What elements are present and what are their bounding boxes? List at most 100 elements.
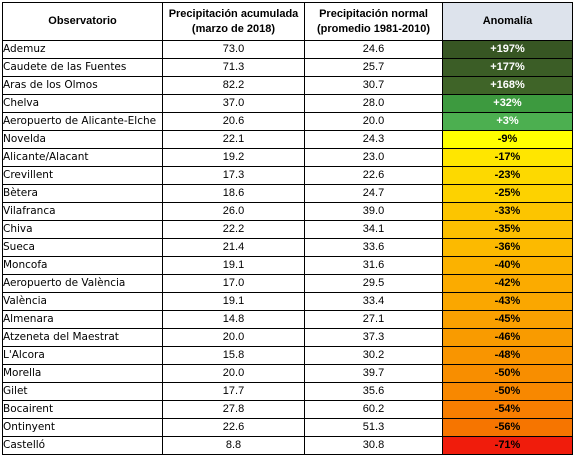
normal-cell: 33.4 (304, 292, 443, 311)
anomaly-cell: +3% (442, 112, 573, 131)
table-row: Vilafranca 26.0 39.0 -33% (2, 202, 573, 221)
accumulated-cell: 73.0 (162, 40, 305, 59)
normal-cell: 35.6 (304, 382, 443, 401)
table-row: Castelló 8.8 30.8 -71% (2, 436, 573, 455)
station-cell: Chiva (2, 220, 163, 239)
accumulated-cell: 22.6 (162, 418, 305, 437)
table-row: Chiva 22.2 34.1 -35% (2, 220, 573, 239)
anomaly-cell: -35% (442, 220, 573, 239)
accumulated-cell: 18.6 (162, 184, 305, 203)
accumulated-cell: 37.0 (162, 94, 305, 113)
accumulated-cell: 17.7 (162, 382, 305, 401)
station-cell: Morella (2, 364, 163, 383)
header-row: Observatorio Precipitación acumulada (ma… (2, 2, 573, 41)
anomaly-cell: -48% (442, 346, 573, 365)
table-row: Moncofa 19.1 31.6 -40% (2, 256, 573, 275)
normal-cell: 31.6 (304, 256, 443, 275)
anomaly-cell: -43% (442, 292, 573, 311)
anomaly-cell: -46% (442, 328, 573, 347)
anomaly-cell: -42% (442, 274, 573, 293)
station-cell: Moncofa (2, 256, 163, 275)
accumulated-cell: 82.2 (162, 76, 305, 95)
normal-cell: 23.0 (304, 148, 443, 167)
normal-cell: 37.3 (304, 328, 443, 347)
accumulated-cell: 19.1 (162, 256, 305, 275)
normal-cell: 33.6 (304, 238, 443, 257)
accumulated-cell: 8.8 (162, 436, 305, 455)
station-cell: Aeropuerto de València (2, 274, 163, 293)
header-accumulated-line2: (marzo de 2018) (191, 22, 276, 35)
table-row: Atzeneta del Maestrat 20.0 37.3 -46% (2, 328, 573, 347)
anomaly-cell: +32% (442, 94, 573, 113)
accumulated-cell: 17.0 (162, 274, 305, 293)
anomaly-cell: +168% (442, 76, 573, 95)
table-row: L'Alcora 15.8 30.2 -48% (2, 346, 573, 365)
station-cell: Novelda (2, 130, 163, 149)
station-cell: Aras de los Olmos (2, 76, 163, 95)
accumulated-cell: 27.8 (162, 400, 305, 419)
accumulated-cell: 71.3 (162, 58, 305, 77)
normal-cell: 29.5 (304, 274, 443, 293)
anomaly-cell: -50% (442, 382, 573, 401)
table-row: Gilet 17.7 35.6 -50% (2, 382, 573, 401)
accumulated-cell: 15.8 (162, 346, 305, 365)
accumulated-cell: 20.6 (162, 112, 305, 131)
table-row: Aeropuerto de València 17.0 29.5 -42% (2, 274, 573, 293)
normal-cell: 24.6 (304, 40, 443, 59)
table-row: Aras de los Olmos 82.2 30.7 +168% (2, 76, 573, 95)
normal-cell: 22.6 (304, 166, 443, 185)
accumulated-cell: 22.1 (162, 130, 305, 149)
anomaly-cell: -25% (442, 184, 573, 203)
station-cell: Ontinyent (2, 418, 163, 437)
anomaly-cell: -56% (442, 418, 573, 437)
table-row: Bocairent 27.8 60.2 -54% (2, 400, 573, 419)
station-cell: Vilafranca (2, 202, 163, 221)
accumulated-cell: 19.2 (162, 148, 305, 167)
table-row: Crevillent 17.3 22.6 -23% (2, 166, 573, 185)
anomaly-cell: +177% (442, 58, 573, 77)
anomaly-cell: -54% (442, 400, 573, 419)
accumulated-cell: 21.4 (162, 238, 305, 257)
accumulated-cell: 20.0 (162, 364, 305, 383)
anomaly-cell: -23% (442, 166, 573, 185)
header-station: Observatorio (2, 2, 163, 41)
table-row: Chelva 37.0 28.0 +32% (2, 94, 573, 113)
normal-cell: 24.7 (304, 184, 443, 203)
table-row: Aeropuerto de Alicante-Elche 20.6 20.0 +3% (2, 112, 573, 131)
normal-cell: 30.2 (304, 346, 443, 365)
accumulated-cell: 14.8 (162, 310, 305, 329)
station-cell: Bocairent (2, 400, 163, 419)
anomaly-cell: -50% (442, 364, 573, 383)
normal-cell: 24.3 (304, 130, 443, 149)
normal-cell: 25.7 (304, 58, 443, 77)
station-cell: Caudete de las Fuentes (2, 58, 163, 77)
accumulated-cell: 20.0 (162, 328, 305, 347)
normal-cell: 60.2 (304, 400, 443, 419)
station-cell: Ademuz (2, 40, 163, 59)
accumulated-cell: 22.2 (162, 220, 305, 239)
station-cell: Almenara (2, 310, 163, 329)
anomaly-cell: -40% (442, 256, 573, 275)
normal-cell: 30.8 (304, 436, 443, 455)
accumulated-cell: 19.1 (162, 292, 305, 311)
accumulated-cell: 26.0 (162, 202, 305, 221)
table-row: Alicante/Alacant 19.2 23.0 -17% (2, 148, 573, 167)
header-accumulated: Precipitación acumulada (marzo de 2018) (162, 2, 305, 41)
table-row: Novelda 22.1 24.3 -9% (2, 130, 573, 149)
header-accumulated-line1: Precipitación acumulada (168, 7, 299, 20)
header-normal-line2: (promedio 1981-2010) (316, 22, 431, 35)
station-cell: Atzeneta del Maestrat (2, 328, 163, 347)
normal-cell: 51.3 (304, 418, 443, 437)
station-cell: L'Alcora (2, 346, 163, 365)
table-row: València 19.1 33.4 -43% (2, 292, 573, 311)
table-row: Almenara 14.8 27.1 -45% (2, 310, 573, 329)
table-row: Ademuz 73.0 24.6 +197% (2, 40, 573, 59)
normal-cell: 28.0 (304, 94, 443, 113)
anomaly-cell: -9% (442, 130, 573, 149)
anomaly-cell: +197% (442, 40, 573, 59)
table-row: Caudete de las Fuentes 71.3 25.7 +177% (2, 58, 573, 77)
normal-cell: 39.7 (304, 364, 443, 383)
station-cell: Sueca (2, 238, 163, 257)
anomaly-cell: -45% (442, 310, 573, 329)
header-normal-line1: Precipitación normal (319, 7, 428, 20)
